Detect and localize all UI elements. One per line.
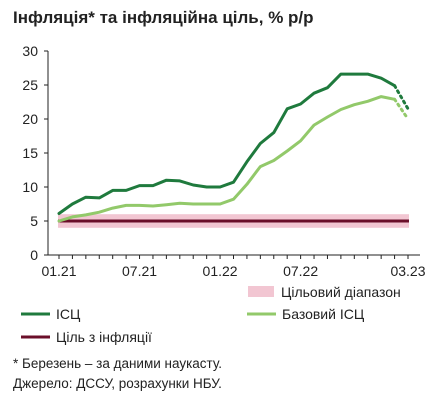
- chart-title: Інфляція* та інфляційна ціль, % р/р: [13, 8, 314, 27]
- core-cpi-line: [57, 95, 397, 223]
- x-tick-label: 01.21: [41, 263, 76, 279]
- y-tick-label: 30: [22, 43, 38, 59]
- y-tick-label: 5: [30, 213, 38, 229]
- y-tick-label: 10: [22, 179, 38, 195]
- y-tick-label: 25: [22, 77, 38, 93]
- x-tick-label: 03.23: [390, 263, 425, 279]
- cpi-nowcast-line: [393, 84, 410, 111]
- legend-swatch-target-range: [248, 286, 274, 297]
- x-tick-label: 07.21: [122, 263, 157, 279]
- source-note: Джерело: ДССУ, розрахунки НБУ.: [13, 376, 222, 391]
- series-group: [57, 72, 410, 228]
- nowcast-note: * Березень – за даними наукасту.: [13, 356, 223, 371]
- cpi-line: [57, 72, 397, 215]
- y-tick-label: 15: [22, 145, 38, 161]
- axes: 0 5 10 15 20 25 30 01.21 07.21 01.22 07.22 03.23: [22, 43, 425, 279]
- y-tick-label: 0: [30, 247, 38, 263]
- legend: Цільовий діапазон ІСЦ Базовий ІСЦ Ціль з ін…: [21, 284, 401, 345]
- x-tick-label: 07.22: [283, 263, 318, 279]
- legend-label-cpi: ІСЦ: [56, 306, 81, 322]
- legend-label-core-cpi: Базовий ІСЦ: [282, 306, 365, 322]
- core-cpi-nowcast-line: [393, 97, 410, 121]
- x-tick-label: 01.22: [203, 263, 238, 279]
- y-tick-label: 20: [22, 111, 38, 127]
- legend-label-target-range: Цільовий діапазон: [281, 284, 401, 300]
- legend-label-target: Ціль з інфляції: [56, 329, 152, 345]
